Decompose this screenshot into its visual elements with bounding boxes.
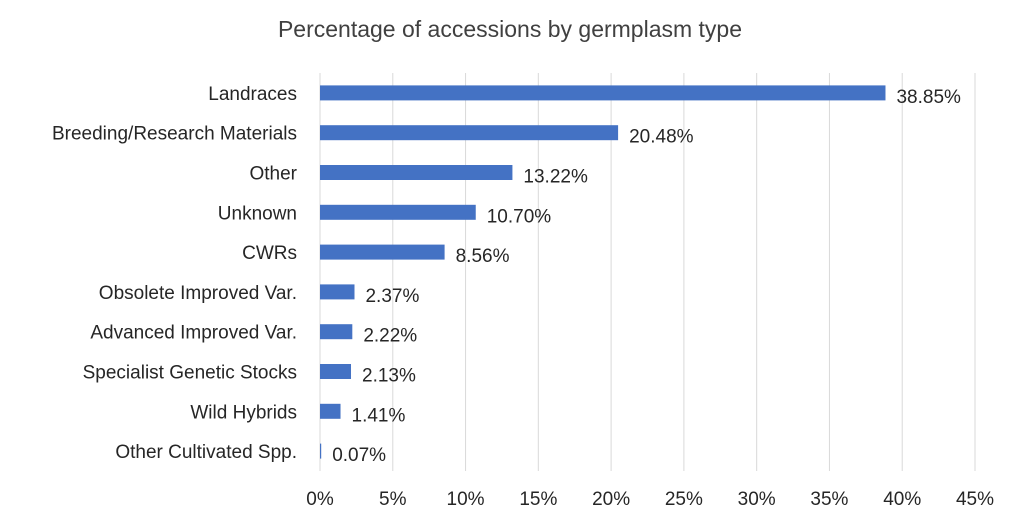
category-label: Specialist Genetic Stocks [83,363,297,384]
data-label: 10.70% [487,206,552,227]
data-label: 38.85% [896,87,961,108]
category-label: Advanced Improved Var. [90,323,297,344]
bar [320,204,476,220]
bar [320,403,341,419]
bar [320,125,619,141]
x-tick-label: 0% [306,489,334,510]
x-tick-label: 40% [883,489,921,510]
category-label: Breeding/Research Materials [52,124,297,145]
x-tick-label: 30% [738,489,776,510]
bar [320,85,886,101]
category-labels: Landraces Breeding/Research Materials Othe… [52,84,298,463]
chart-title: Percentage of accessions by germplasm ty… [277,16,743,42]
data-label: 2.37% [365,286,419,307]
bar [320,364,352,379]
bar [320,244,445,260]
data-label: 2.13% [362,366,416,387]
category-label: Obsolete Improved Var. [99,283,297,304]
x-tick-label: 15% [519,489,557,510]
x-tick-label: 25% [665,489,703,510]
category-label: Wild Hybrids [190,402,297,423]
category-label: Other [249,164,297,185]
bars [320,85,886,459]
category-label: Landraces [208,84,297,105]
category-label: Unknown [218,203,297,224]
x-axis-ticks: 0% 5% 10% 15% 20% 25% 30% 35% 40% 45% [306,489,994,510]
bar [320,324,353,340]
bar [320,443,322,459]
data-label: 1.41% [352,405,406,426]
data-label: 2.22% [363,326,417,347]
x-tick-label: 5% [379,489,407,510]
data-label: 13.22% [523,167,588,188]
x-tick-label: 45% [956,489,994,510]
data-label: 8.56% [456,246,510,267]
category-label: Other Cultivated Spp. [115,442,297,463]
data-label: 0.07% [332,445,386,466]
bar [320,284,355,300]
x-tick-label: 20% [592,489,630,510]
x-tick-label: 10% [447,489,485,510]
bar [320,165,513,180]
x-tick-label: 35% [810,489,848,510]
data-label: 20.48% [629,127,694,148]
value-labels: 38.85% 20.48% 13.22% 10.70% 8.56% 2.37% 2.22% 2… [332,87,961,466]
category-label: CWRs [242,243,297,264]
